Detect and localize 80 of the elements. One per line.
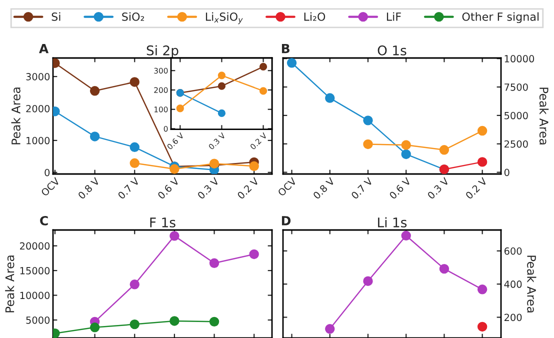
legend-label: SiO₂ bbox=[122, 12, 144, 21]
point bbox=[401, 149, 411, 160]
point bbox=[170, 231, 180, 241]
point bbox=[130, 280, 140, 290]
y-tick-label: 7500 bbox=[504, 83, 528, 91]
point bbox=[363, 116, 373, 126]
text: A bbox=[39, 44, 49, 54]
point bbox=[209, 258, 220, 268]
y-tick-label: 0 bbox=[504, 168, 510, 176]
point bbox=[218, 72, 226, 80]
legend-label: LiF bbox=[386, 12, 401, 21]
point bbox=[130, 319, 140, 330]
point bbox=[90, 132, 100, 142]
point bbox=[477, 284, 488, 294]
point bbox=[401, 230, 411, 240]
text: B bbox=[282, 44, 290, 54]
y-tick-label: 5000 bbox=[504, 112, 528, 120]
y-tick-label: 200 bbox=[504, 314, 522, 322]
point bbox=[401, 140, 411, 150]
point bbox=[286, 58, 297, 68]
point bbox=[439, 145, 450, 155]
x-tick-label: 0.3 V bbox=[197, 176, 220, 200]
x-tick-label: 0.6 V bbox=[388, 176, 412, 200]
y-axis-title: Peak Area bbox=[11, 88, 20, 144]
legend-label: Other F signal bbox=[462, 12, 539, 24]
point bbox=[363, 276, 373, 286]
y-tick-label: 2000 bbox=[26, 104, 50, 112]
text: C bbox=[40, 216, 48, 226]
chart-title: F 1s bbox=[150, 218, 176, 228]
point bbox=[325, 93, 335, 103]
y-tick-label: 3000 bbox=[26, 73, 50, 80]
y-axis-title: Peak Area bbox=[539, 88, 549, 144]
y-tick-label: 0 bbox=[44, 168, 50, 176]
chart-title: O 1s bbox=[378, 45, 406, 56]
legend-label: Li$_{x}$SiO$_{y}$ bbox=[206, 12, 243, 24]
point bbox=[130, 77, 140, 87]
point bbox=[209, 316, 220, 327]
legend-label: Li₂O bbox=[304, 12, 326, 21]
point bbox=[249, 161, 259, 172]
y-axis-title: Peak Area bbox=[5, 256, 14, 312]
point bbox=[90, 86, 100, 96]
y-tick-label: 5000 bbox=[26, 316, 50, 324]
x-tick-label: 0.2 V bbox=[236, 176, 260, 200]
point bbox=[259, 87, 268, 95]
x-tick-label: 0.8 V bbox=[78, 176, 100, 200]
point bbox=[249, 249, 259, 260]
y-tick-label: 10000 bbox=[20, 292, 50, 300]
y-tick-label: 600 bbox=[504, 247, 522, 255]
point bbox=[477, 322, 488, 332]
y-tick-label: 10000 bbox=[504, 55, 534, 62]
point bbox=[218, 82, 226, 90]
point bbox=[259, 62, 268, 71]
y-tick-label: 2500 bbox=[504, 140, 528, 148]
legend-label: Si bbox=[52, 12, 60, 21]
y-tick-label: 1000 bbox=[26, 136, 50, 144]
point bbox=[170, 316, 180, 326]
point bbox=[439, 264, 450, 274]
point bbox=[130, 142, 140, 152]
point bbox=[363, 139, 373, 150]
point bbox=[176, 104, 184, 112]
x-tick-label: 0.2 V bbox=[465, 176, 488, 200]
x-tick-label: 0.7 V bbox=[117, 176, 140, 200]
x-tick-label: 0.8 V bbox=[312, 176, 336, 200]
y-axis-title: Peak Area bbox=[527, 256, 536, 312]
point bbox=[90, 322, 100, 332]
y-tick-label: 20000 bbox=[20, 242, 50, 250]
point bbox=[477, 126, 488, 136]
text: D bbox=[282, 216, 291, 226]
point bbox=[170, 164, 180, 174]
y-tick-label: 15000 bbox=[20, 267, 50, 274]
y-tick-label: 400 bbox=[504, 280, 522, 288]
point bbox=[218, 109, 226, 118]
point bbox=[477, 157, 488, 167]
chart-title: Si 2p bbox=[146, 45, 178, 58]
point bbox=[130, 158, 140, 168]
x-tick-label: 0.7 V bbox=[350, 176, 374, 200]
point bbox=[325, 324, 335, 334]
x-tick-label: 0.3 V bbox=[426, 176, 450, 200]
chart-title: Li 1s bbox=[378, 217, 407, 228]
x-tick-label: 0.6 V bbox=[157, 176, 180, 200]
